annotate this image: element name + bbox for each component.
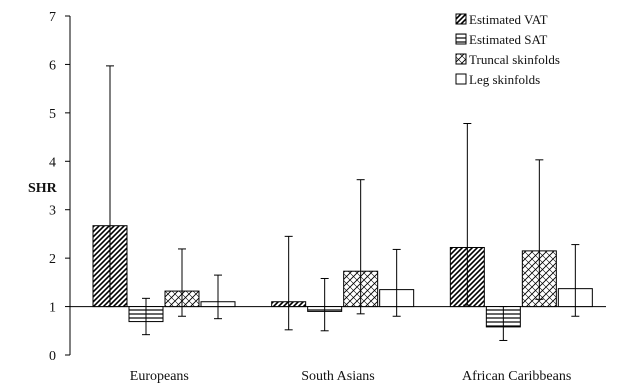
category-label-south-asians: South Asians [301, 369, 375, 383]
legend-swatch-leg-skinfolds [455, 73, 467, 85]
legend-label-estimated-vat: Estimated VAT [469, 12, 548, 27]
bars [92, 225, 593, 328]
category-label-europeans: Europeans [130, 369, 189, 383]
legend-label-leg-skinfolds: Leg skinfolds [469, 72, 540, 87]
y-tick-label: 7 [49, 10, 56, 25]
legend: Estimated VAT Estimated SAT Truncal skinfo… [455, 12, 560, 87]
y-axis-label: SHR [28, 181, 58, 196]
error-bars [106, 65, 580, 341]
legend-label-estimated-sat: Estimated SAT [469, 32, 547, 47]
y-tick-label: 5 [49, 107, 56, 122]
category-labels: Europeans South Asians African Caribbeans [130, 369, 571, 383]
legend-swatch-estimated-vat [455, 13, 467, 25]
y-tick-label: 1 [49, 301, 56, 316]
y-tick-labels: 0 1 2 3 4 5 6 7 [49, 10, 56, 364]
legend-swatch-estimated-sat [455, 33, 467, 45]
y-tick-label: 2 [49, 252, 56, 267]
y-tick-label: 6 [49, 58, 56, 73]
y-tick-label: 0 [49, 349, 56, 364]
y-tick-label: 4 [49, 155, 56, 170]
legend-label-truncal-skinfolds: Truncal skinfolds [469, 52, 560, 67]
legend-swatch-truncal-skinfolds [455, 53, 467, 65]
y-tick-label: 3 [49, 204, 56, 219]
category-label-african-caribbeans: African Caribbeans [462, 369, 571, 383]
